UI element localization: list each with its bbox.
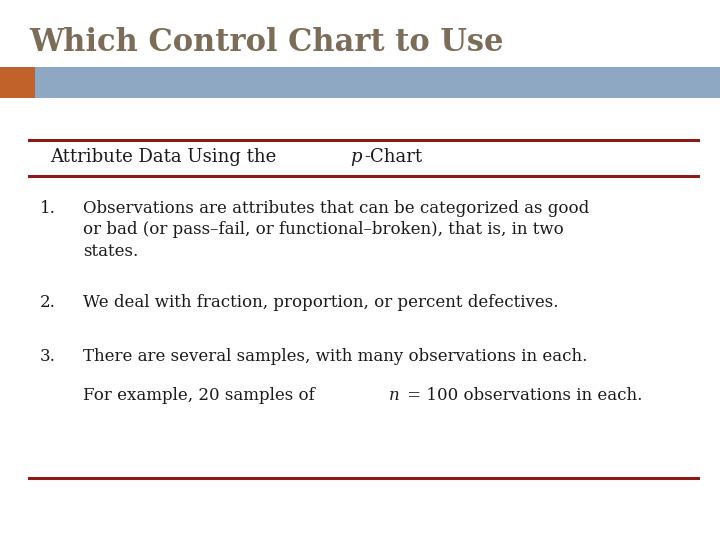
- Text: -Chart: -Chart: [364, 147, 423, 166]
- Text: p: p: [350, 147, 361, 166]
- Text: For example, 20 samples of: For example, 20 samples of: [83, 387, 320, 404]
- Text: We deal with fraction, proportion, or percent defectives.: We deal with fraction, proportion, or pe…: [83, 294, 558, 311]
- Text: Which Control Chart to Use: Which Control Chart to Use: [29, 27, 503, 58]
- Text: Attribute Data Using the: Attribute Data Using the: [50, 147, 282, 166]
- Text: = 100 observations in each.: = 100 observations in each.: [402, 387, 643, 404]
- Text: n: n: [389, 387, 400, 404]
- Bar: [0, 67, 720, 98]
- Bar: [0, 67, 35, 98]
- Text: There are several samples, with many observations in each.: There are several samples, with many obs…: [83, 348, 588, 365]
- Text: Observations are attributes that can be categorized as good
or bad (or pass–fail: Observations are attributes that can be …: [83, 200, 589, 260]
- Text: 1.: 1.: [40, 200, 55, 217]
- Text: 2.: 2.: [40, 294, 55, 311]
- Text: 3.: 3.: [40, 348, 55, 365]
